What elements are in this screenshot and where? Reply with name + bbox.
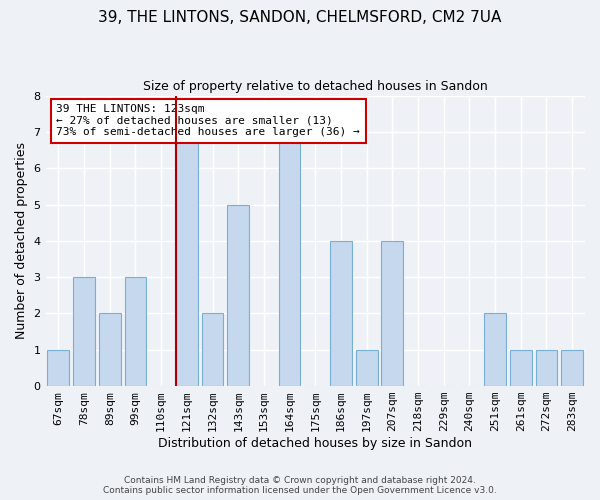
Bar (510, 350, 532, 386)
Bar (382, 241, 403, 386)
Y-axis label: Number of detached properties: Number of detached properties (15, 142, 28, 340)
Bar (330, 241, 352, 386)
Bar (356, 350, 377, 386)
Bar (125, 277, 146, 386)
Bar (47, 350, 70, 386)
Bar (73, 277, 95, 386)
Bar (202, 314, 223, 386)
X-axis label: Distribution of detached houses by size in Sandon: Distribution of detached houses by size … (158, 437, 472, 450)
Bar (227, 204, 249, 386)
Bar (278, 132, 301, 386)
Title: Size of property relative to detached houses in Sandon: Size of property relative to detached ho… (143, 80, 488, 93)
Bar (484, 314, 506, 386)
Bar (536, 350, 557, 386)
Bar (561, 350, 583, 386)
Text: Contains HM Land Registry data © Crown copyright and database right 2024.
Contai: Contains HM Land Registry data © Crown c… (103, 476, 497, 495)
Bar (176, 132, 198, 386)
Text: 39, THE LINTONS, SANDON, CHELMSFORD, CM2 7UA: 39, THE LINTONS, SANDON, CHELMSFORD, CM2… (98, 10, 502, 25)
Text: 39 THE LINTONS: 123sqm
← 27% of detached houses are smaller (13)
73% of semi-det: 39 THE LINTONS: 123sqm ← 27% of detached… (56, 104, 360, 138)
Bar (99, 314, 121, 386)
